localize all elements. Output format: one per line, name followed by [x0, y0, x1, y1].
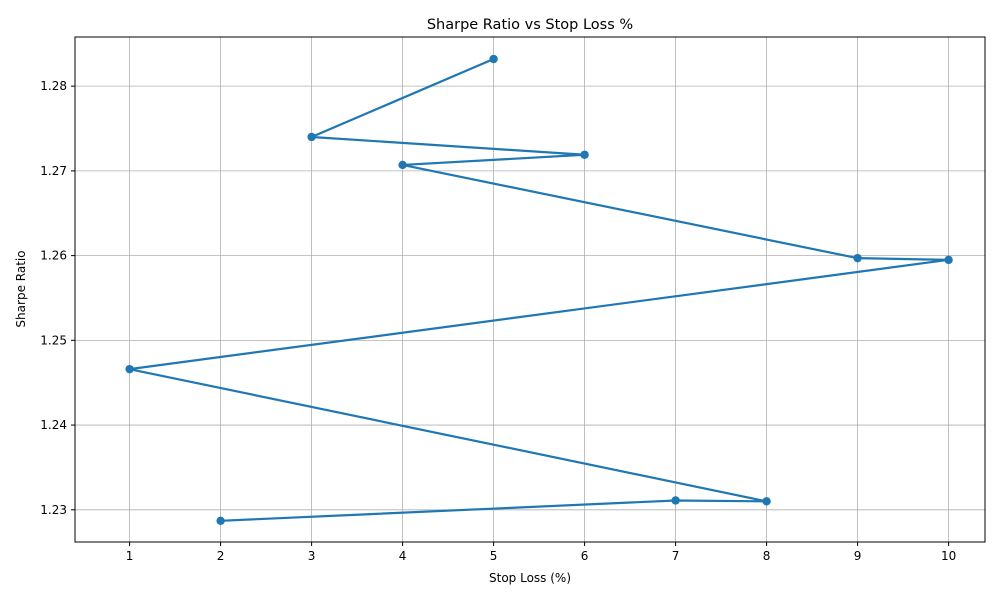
x-tick-label: 6: [581, 549, 589, 563]
data-point: [671, 496, 680, 505]
data-point: [216, 516, 225, 526]
data-point: [580, 150, 589, 159]
y-tick-label: 1.27: [40, 164, 67, 178]
data-point: [853, 253, 862, 263]
data-point: [489, 54, 498, 64]
y-tick-label: 1.24: [40, 418, 67, 432]
y-tick-label: 1.25: [40, 333, 67, 347]
y-axis-label: Sharpe Ratio: [14, 250, 28, 327]
x-tick-label: 10: [941, 549, 956, 563]
axis-ticks: 1 2 3 4 5 6 7 8 9 10 1.23 1.24 1.25 1.26 1.27 1.28: [40, 79, 956, 563]
grid: [75, 37, 985, 542]
data-point: [398, 160, 407, 170]
series-line: [128, 58, 950, 522]
series-layer: [125, 54, 953, 526]
x-axis-label: Stop Loss (%): [489, 571, 571, 585]
x-tick-label: 7: [672, 549, 680, 563]
x-tick-label: 5: [490, 549, 498, 563]
x-tick-label: 1: [126, 549, 134, 563]
x-tick-label: 4: [399, 549, 407, 563]
data-point: [762, 497, 771, 506]
data-point: [944, 255, 953, 265]
y-tick-label: 1.23: [40, 503, 67, 517]
x-tick-label: 3: [308, 549, 316, 563]
chart-title: Sharpe Ratio vs Stop Loss %: [427, 17, 633, 33]
x-tick-label: 8: [763, 549, 771, 563]
y-tick-label: 1.26: [40, 249, 67, 263]
data-point: [125, 364, 134, 374]
x-tick-label: 2: [217, 549, 225, 563]
data-point: [307, 132, 316, 142]
plot-frame: [74, 36, 986, 543]
y-tick-label: 1.28: [40, 79, 67, 93]
x-tick-label: 9: [854, 549, 862, 563]
